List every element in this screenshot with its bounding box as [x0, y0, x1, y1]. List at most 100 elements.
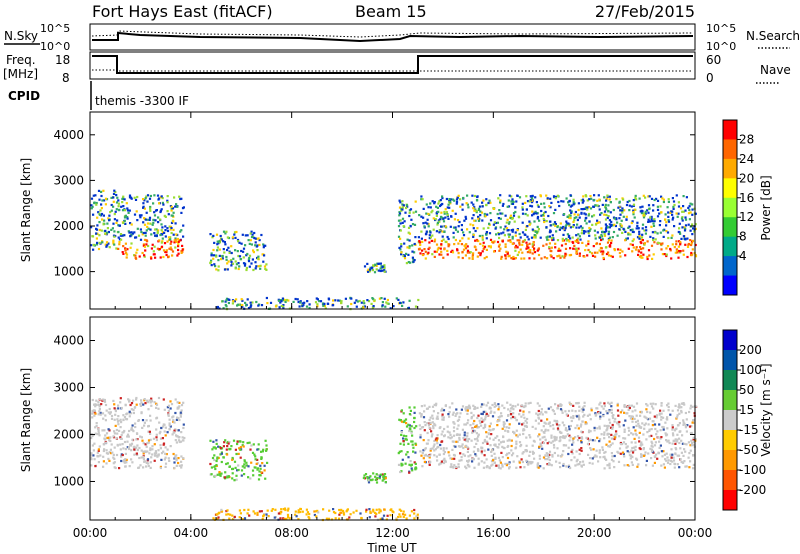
echo-cell — [470, 201, 473, 204]
echo-cell — [565, 197, 568, 200]
echo-cell — [116, 444, 119, 447]
echo-cell — [397, 452, 400, 455]
echo-cell — [381, 301, 384, 304]
echo-cell — [575, 402, 578, 405]
echo-cell — [472, 450, 475, 453]
echo-cell — [505, 426, 508, 429]
echo-cell — [607, 254, 611, 257]
echo-cell — [544, 210, 547, 214]
echo-cell — [419, 243, 422, 246]
echo-cell — [677, 212, 680, 215]
echo-cell — [688, 452, 691, 455]
echo-cell — [117, 423, 120, 426]
echo-cell — [505, 250, 508, 253]
echo-cell — [527, 246, 530, 249]
echo-cell — [125, 253, 129, 256]
echo-cell — [125, 202, 128, 205]
echo-cell — [161, 231, 164, 234]
echo-cell — [383, 266, 386, 270]
echo-cell — [562, 450, 565, 453]
echo-cell — [686, 255, 689, 259]
echo-cell — [144, 460, 147, 463]
echo-cell — [520, 443, 523, 447]
echo-cell — [243, 459, 246, 462]
echo-cell — [518, 413, 521, 416]
echo-cell — [449, 437, 452, 440]
echo-cell — [255, 265, 258, 268]
echo-cell — [245, 304, 248, 307]
echo-cell — [369, 510, 372, 513]
echo-cell — [279, 517, 282, 520]
echo-cell — [568, 203, 571, 207]
echo-cell — [430, 239, 433, 242]
echo-cell — [372, 305, 375, 308]
echo-cell — [478, 419, 481, 422]
echo-cell — [112, 435, 115, 438]
echo-cell — [397, 463, 401, 466]
echo-cell — [242, 256, 245, 259]
echo-cell — [369, 511, 372, 514]
echo-cell — [548, 462, 551, 465]
echo-cell — [242, 247, 246, 250]
echo-cell — [577, 241, 580, 244]
echo-cell — [493, 250, 496, 253]
echo-cell — [169, 246, 172, 249]
echo-cell — [681, 219, 684, 222]
echo-cell — [428, 234, 431, 237]
echo-cell — [246, 298, 249, 301]
echo-cell — [678, 250, 681, 253]
echo-cell — [500, 232, 503, 235]
echo-cell — [235, 263, 238, 266]
echo-cell — [630, 461, 633, 464]
echo-cell — [480, 424, 483, 427]
echo-cell — [103, 199, 106, 202]
echo-cell — [252, 249, 255, 252]
echo-cell — [457, 463, 460, 466]
echo-cell — [313, 513, 316, 517]
echo-cell — [610, 241, 613, 245]
echo-cell — [618, 251, 621, 255]
echo-cell — [504, 225, 507, 228]
y-tick-label: 4000 — [53, 333, 84, 347]
echo-cell — [360, 517, 363, 520]
echo-cell — [582, 200, 585, 203]
echo-cell — [144, 249, 147, 252]
echo-cell — [603, 196, 606, 199]
echo-cell — [684, 426, 687, 429]
echo-cell — [234, 448, 237, 451]
echo-cell — [634, 441, 637, 444]
echo-cell — [170, 226, 173, 230]
echo-cell — [443, 230, 446, 233]
echo-cell — [476, 255, 479, 258]
echo-cell — [249, 301, 252, 304]
echo-cell — [666, 231, 670, 234]
echo-cell — [107, 217, 110, 220]
echo-cell — [608, 466, 611, 470]
echo-cell — [472, 422, 475, 425]
echo-cell — [603, 234, 607, 237]
echo-cell — [628, 225, 631, 228]
echo-cell — [551, 234, 554, 237]
echo-cell — [315, 515, 318, 518]
echo-cell — [108, 459, 111, 462]
echo-cell — [116, 432, 119, 435]
echo-cell — [166, 199, 169, 202]
echo-cell — [149, 205, 152, 209]
echo-cell — [583, 212, 586, 215]
echo-cell — [559, 455, 562, 458]
echo-cell — [558, 404, 561, 407]
echo-cell — [433, 202, 436, 205]
echo-cell — [543, 219, 546, 222]
echo-cell — [132, 399, 135, 402]
echo-cell — [491, 415, 495, 418]
echo-cell — [164, 235, 167, 238]
echo-cell — [653, 198, 656, 202]
echo-cell — [226, 236, 229, 239]
echo-cell — [606, 195, 609, 198]
echo-cell — [220, 508, 223, 511]
echo-cell — [504, 243, 507, 246]
echo-cell — [177, 439, 181, 442]
echo-cell — [518, 196, 522, 199]
echo-cell — [216, 240, 219, 243]
echo-cell — [466, 459, 469, 463]
